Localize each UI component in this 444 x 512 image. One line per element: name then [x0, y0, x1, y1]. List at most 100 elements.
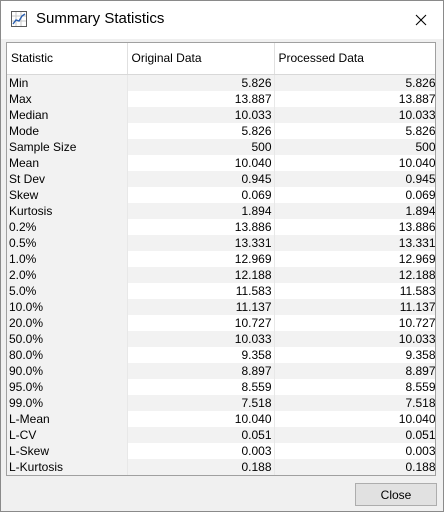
processed-data-cell: 0.051 [274, 426, 435, 443]
table-row[interactable]: St Dev 0.945 0.945 [7, 170, 435, 187]
table-row[interactable]: Median 10.033 10.033 [7, 106, 435, 123]
original-data-cell: 0.051 [127, 426, 275, 443]
original-data-cell: 10.040 [127, 154, 275, 171]
statistic-cell: Kurtosis [7, 202, 128, 219]
processed-data-cell: 13.887 [274, 90, 435, 107]
original-data-cell: 8.897 [127, 362, 275, 379]
original-data-cell: 7.518 [127, 394, 275, 411]
statistic-cell: L-Mean [7, 410, 128, 427]
table-row[interactable]: 99.0% 7.518 7.518 [7, 394, 435, 411]
statistic-cell: Skew [7, 186, 128, 203]
statistic-cell: Max [7, 90, 128, 107]
original-data-cell: 13.331 [127, 234, 275, 251]
processed-data-cell: 500 [274, 138, 435, 155]
original-data-cell: 0.188 [127, 458, 275, 475]
processed-data-cell: 5.826 [274, 74, 435, 91]
table-row[interactable]: 95.0% 8.559 8.559 [7, 378, 435, 395]
close-icon[interactable] [403, 3, 439, 37]
original-data-cell: 12.188 [127, 266, 275, 283]
original-data-cell: 11.137 [127, 298, 275, 315]
original-data-cell: 5.826 [127, 122, 275, 139]
statistic-cell: 80.0% [7, 346, 128, 363]
table-row[interactable]: 90.0% 8.897 8.897 [7, 362, 435, 379]
table-row[interactable]: 20.0% 10.727 10.727 [7, 314, 435, 331]
dialog-footer: Close [1, 477, 443, 511]
statistic-cell: Min [7, 74, 128, 91]
table-row[interactable]: L-CV 0.051 0.051 [7, 426, 435, 443]
statistic-cell: Mean [7, 154, 128, 171]
statistic-cell: L-CV [7, 426, 128, 443]
table-row[interactable]: L-Kurtosis 0.188 0.188 [7, 458, 435, 475]
table-row[interactable]: Mean 10.040 10.040 [7, 154, 435, 171]
processed-data-cell: 8.559 [274, 378, 435, 395]
statistic-cell: L-Kurtosis [7, 458, 128, 475]
table-row[interactable]: Mode 5.826 5.826 [7, 122, 435, 139]
processed-data-cell: 10.033 [274, 330, 435, 347]
processed-data-cell: 0.003 [274, 442, 435, 459]
processed-data-cell: 10.040 [274, 154, 435, 171]
statistic-cell: 90.0% [7, 362, 128, 379]
table-row[interactable]: Skew 0.069 0.069 [7, 186, 435, 203]
original-data-cell: 500 [127, 138, 275, 155]
statistics-table: Statistic Original Data Processed Data M… [6, 42, 436, 476]
processed-data-cell: 12.969 [274, 250, 435, 267]
table-row[interactable]: Min 5.826 5.826 [7, 74, 435, 91]
statistic-cell: Median [7, 106, 128, 123]
processed-data-cell: 10.033 [274, 106, 435, 123]
table-header-row: Statistic Original Data Processed Data [7, 43, 435, 75]
original-data-cell: 10.033 [127, 330, 275, 347]
processed-data-cell: 13.886 [274, 218, 435, 235]
original-data-cell: 0.069 [127, 186, 275, 203]
processed-data-cell: 8.897 [274, 362, 435, 379]
original-data-cell: 10.040 [127, 410, 275, 427]
table-row[interactable]: 0.2% 13.886 13.886 [7, 218, 435, 235]
processed-data-cell: 1.894 [274, 202, 435, 219]
statistic-cell: L-Skew [7, 442, 128, 459]
statistic-cell: Sample Size [7, 138, 128, 155]
table-row[interactable]: 5.0% 11.583 11.583 [7, 282, 435, 299]
statistic-cell: 5.0% [7, 282, 128, 299]
chart-icon [11, 11, 27, 27]
statistic-cell: 20.0% [7, 314, 128, 331]
table-row[interactable]: 80.0% 9.358 9.358 [7, 346, 435, 363]
table-row[interactable]: Kurtosis 1.894 1.894 [7, 202, 435, 219]
processed-data-cell: 11.583 [274, 282, 435, 299]
processed-data-cell: 10.040 [274, 410, 435, 427]
processed-data-cell: 13.331 [274, 234, 435, 251]
processed-data-cell: 5.826 [274, 122, 435, 139]
table-row[interactable]: 0.5% 13.331 13.331 [7, 234, 435, 251]
table-row[interactable]: L-Mean 10.040 10.040 [7, 410, 435, 427]
column-header-original-data[interactable]: Original Data [127, 43, 275, 75]
processed-data-cell: 0.945 [274, 170, 435, 187]
processed-data-cell: 12.188 [274, 266, 435, 283]
original-data-cell: 9.358 [127, 346, 275, 363]
original-data-cell: 0.945 [127, 170, 275, 187]
original-data-cell: 1.894 [127, 202, 275, 219]
original-data-cell: 12.969 [127, 250, 275, 267]
table-row[interactable]: 50.0% 10.033 10.033 [7, 330, 435, 347]
statistic-cell: Mode [7, 122, 128, 139]
table-row[interactable]: Sample Size 500 500 [7, 138, 435, 155]
table-row[interactable]: Max 13.887 13.887 [7, 90, 435, 107]
table-row[interactable]: 1.0% 12.969 12.969 [7, 250, 435, 267]
table-row[interactable]: 2.0% 12.188 12.188 [7, 266, 435, 283]
column-header-statistic[interactable]: Statistic [7, 43, 128, 75]
processed-data-cell: 9.358 [274, 346, 435, 363]
original-data-cell: 5.826 [127, 74, 275, 91]
statistic-cell: 2.0% [7, 266, 128, 283]
processed-data-cell: 0.069 [274, 186, 435, 203]
statistic-cell: 10.0% [7, 298, 128, 315]
statistic-cell: 1.0% [7, 250, 128, 267]
close-button[interactable]: Close [355, 483, 437, 506]
table-row[interactable]: 10.0% 11.137 11.137 [7, 298, 435, 315]
original-data-cell: 8.559 [127, 378, 275, 395]
processed-data-cell: 11.137 [274, 298, 435, 315]
original-data-cell: 13.887 [127, 90, 275, 107]
processed-data-cell: 7.518 [274, 394, 435, 411]
processed-data-cell: 10.727 [274, 314, 435, 331]
statistic-cell: St Dev [7, 170, 128, 187]
table-row[interactable]: L-Skew 0.003 0.003 [7, 442, 435, 459]
title-bar: Summary Statistics [1, 1, 443, 39]
original-data-cell: 10.033 [127, 106, 275, 123]
column-header-processed-data[interactable]: Processed Data [274, 43, 435, 75]
